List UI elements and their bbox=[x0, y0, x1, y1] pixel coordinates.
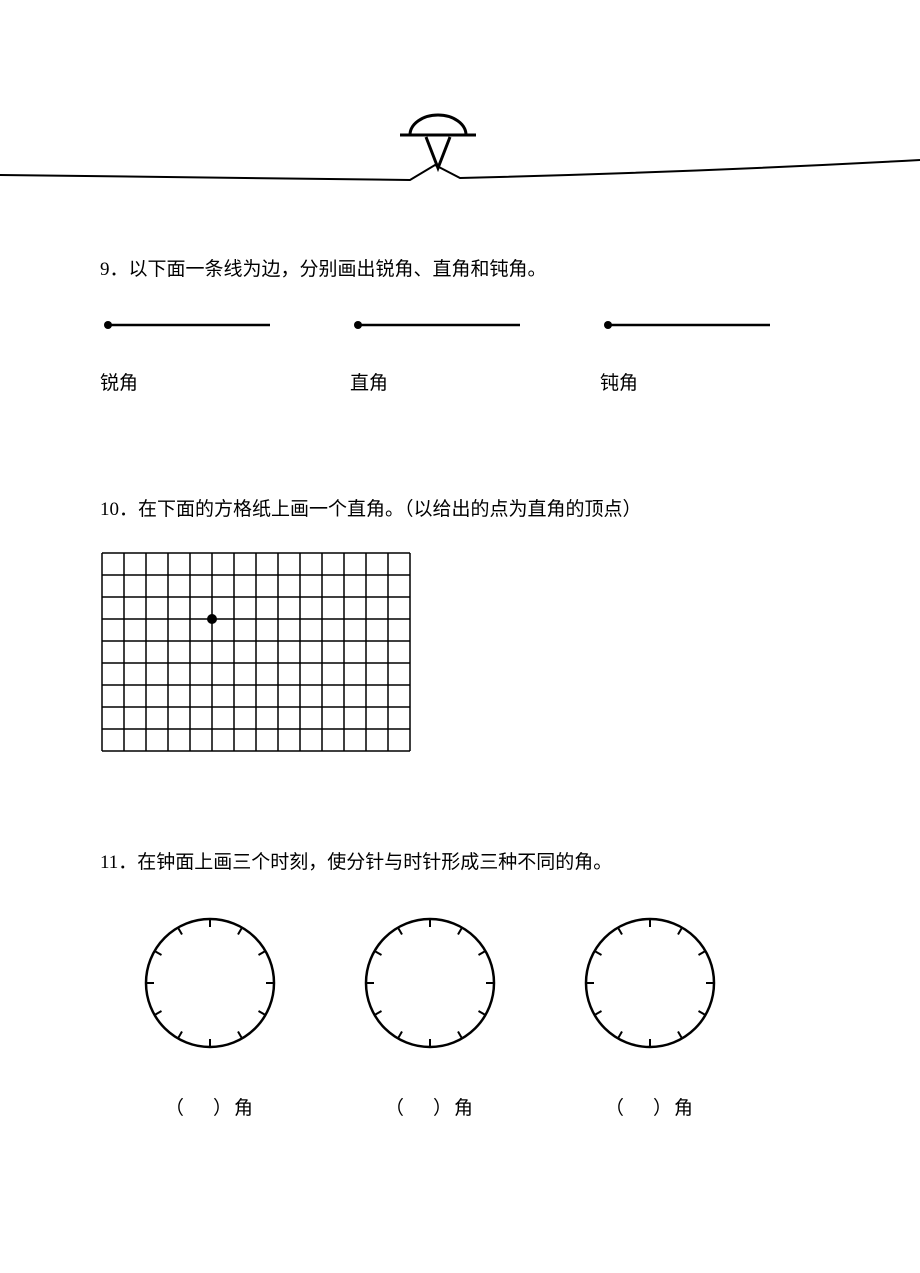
label-acute: 锐角 bbox=[100, 368, 320, 395]
ray-svg-acute bbox=[100, 315, 280, 335]
header-decoration bbox=[0, 0, 920, 200]
q9-rays: 锐角 直角 钝角 bbox=[100, 315, 820, 395]
ray-right: 直角 bbox=[350, 315, 570, 395]
ray-svg-right bbox=[350, 315, 530, 335]
clock-svg-3 bbox=[580, 913, 720, 1053]
header-svg bbox=[0, 0, 920, 200]
clock-svg-1 bbox=[140, 913, 280, 1053]
question-11: 11．在钟面上画三个时刻，使分针与时针形成三种不同的角。 （ ）角 （ ）角 （… bbox=[100, 848, 820, 1120]
clock-3: （ ）角 bbox=[570, 913, 730, 1120]
clock-2: （ ）角 bbox=[350, 913, 510, 1120]
label-right: 直角 bbox=[350, 368, 570, 395]
grid-svg bbox=[100, 551, 412, 753]
clock-1: （ ）角 bbox=[130, 913, 290, 1120]
ray-obtuse: 钝角 bbox=[600, 315, 820, 395]
clocks-row: （ ）角 （ ）角 （ ）角 bbox=[100, 913, 820, 1120]
ray-svg-obtuse bbox=[600, 315, 780, 335]
q10-text: 10．在下面的方格纸上画一个直角。（以给出的点为直角的顶点） bbox=[100, 495, 820, 525]
clock-label-1: （ ）角 bbox=[130, 1093, 290, 1120]
question-10: 10．在下面的方格纸上画一个直角。（以给出的点为直角的顶点） bbox=[100, 495, 820, 757]
clock-svg-2 bbox=[360, 913, 500, 1053]
clock-label-2: （ ）角 bbox=[350, 1093, 510, 1120]
ray-acute: 锐角 bbox=[100, 315, 320, 395]
q10-grid-wrap bbox=[100, 551, 820, 758]
clock-label-3: （ ）角 bbox=[570, 1093, 730, 1120]
q9-text: 9．以下面一条线为边，分别画出锐角、直角和钝角。 bbox=[100, 255, 820, 285]
question-9: 9．以下面一条线为边，分别画出锐角、直角和钝角。 锐角 直角 钝角 bbox=[100, 255, 820, 395]
q11-text: 11．在钟面上画三个时刻，使分针与时针形成三种不同的角。 bbox=[100, 848, 820, 878]
label-obtuse: 钝角 bbox=[600, 368, 820, 395]
